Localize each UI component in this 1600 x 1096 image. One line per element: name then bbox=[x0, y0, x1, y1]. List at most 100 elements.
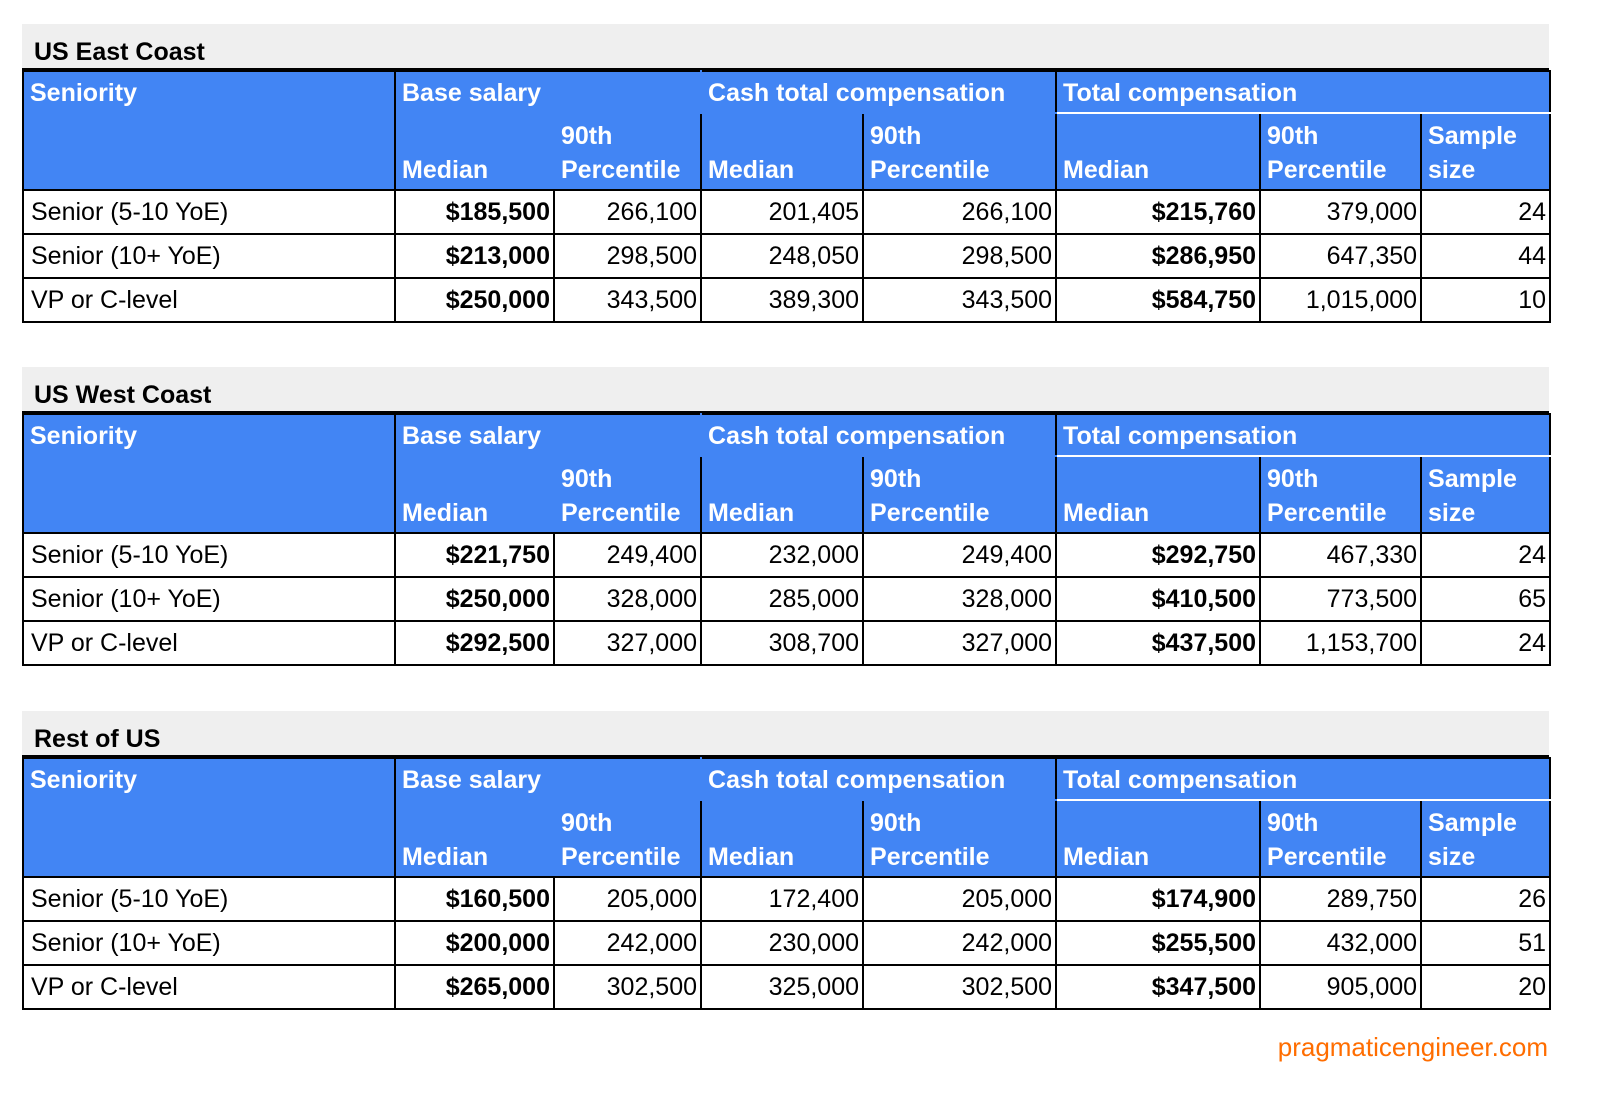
header-label-line2: Percentile bbox=[1267, 499, 1387, 527]
table-header: Seniority Base salary Cash total compensat… bbox=[22, 70, 1552, 191]
header-cash-p90: 90th Percentile bbox=[862, 112, 1058, 191]
table-row: Senior (5-10 YoE) $160,500 205,000 172,400 2… bbox=[22, 876, 1552, 922]
region-title: US West Coast bbox=[22, 367, 1549, 413]
cell-tc-p90: 1,153,700 bbox=[1259, 620, 1423, 666]
table-row: VP or C-level $292,500 327,000 308,700 327,0… bbox=[22, 620, 1552, 666]
cell-seniority: VP or C-level bbox=[22, 620, 396, 666]
header-cash-total-compensation: Cash total compensation bbox=[700, 70, 1058, 114]
cell-cash-p90: 205,000 bbox=[862, 876, 1058, 922]
header-label-line1: 90th bbox=[561, 465, 613, 493]
header-label: Median bbox=[1063, 499, 1150, 527]
cell-tc-p90: 1,015,000 bbox=[1259, 277, 1423, 323]
table-body: Senior (5-10 YoE) $221,750 249,400 232,000 2… bbox=[22, 532, 1552, 666]
header-label-line2: Percentile bbox=[870, 499, 990, 527]
table-header: Seniority Base salary Cash total compensat… bbox=[22, 757, 1552, 878]
header-tc-p90: 90th Percentile bbox=[1259, 455, 1423, 534]
header-sample-size: Sample size bbox=[1420, 112, 1552, 191]
header-label: Median bbox=[402, 156, 489, 184]
header-row-columns: Median 90th Percentile Median 90th Percentile… bbox=[23, 112, 1552, 191]
cell-base-p90: 249,400 bbox=[552, 532, 703, 578]
region-section: Rest of US Seniority Base salary Cash total… bbox=[22, 711, 1552, 1010]
table-row: VP or C-level $265,000 302,500 325,000 302,5… bbox=[22, 964, 1552, 1010]
cell-sample-size: 10 bbox=[1420, 277, 1552, 323]
cell-tc-median: $174,900 bbox=[1055, 876, 1262, 922]
header-total-compensation: Total compensation bbox=[1055, 70, 1552, 114]
cell-base-p90: 328,000 bbox=[552, 576, 703, 622]
cell-tc-median: $286,950 bbox=[1055, 233, 1262, 279]
cell-seniority: Senior (10+ YoE) bbox=[22, 576, 396, 622]
header-label-line1: 90th bbox=[870, 465, 922, 493]
cell-base-p90: 298,500 bbox=[552, 233, 703, 279]
cell-tc-median: $215,760 bbox=[1055, 189, 1262, 235]
header-tc-p90: 90th Percentile bbox=[1259, 799, 1423, 878]
cell-base-p90: 327,000 bbox=[552, 620, 703, 666]
cell-base-median: $221,750 bbox=[394, 532, 555, 578]
cell-base-p90: 242,000 bbox=[552, 920, 703, 966]
cell-sample-size: 26 bbox=[1420, 876, 1552, 922]
header-label: Median bbox=[1063, 156, 1150, 184]
header-label-line2: size bbox=[1428, 499, 1476, 527]
header-base-salary: Base salary bbox=[393, 70, 703, 114]
header-base-p90: 90th Percentile bbox=[552, 455, 703, 534]
cell-tc-median: $584,750 bbox=[1055, 277, 1262, 323]
cell-tc-median: $437,500 bbox=[1055, 620, 1262, 666]
cell-cash-median: 285,000 bbox=[700, 576, 865, 622]
cell-base-median: $185,500 bbox=[394, 189, 555, 235]
cell-base-p90: 205,000 bbox=[552, 876, 703, 922]
header-base-median: Median bbox=[394, 455, 555, 534]
cell-base-p90: 266,100 bbox=[552, 189, 703, 235]
header-base-salary: Base salary bbox=[393, 413, 703, 457]
cell-cash-p90: 328,000 bbox=[862, 576, 1058, 622]
region-section: US East Coast Seniority Base salary Cash to… bbox=[22, 24, 1552, 323]
watermark: pragmaticengineer.com bbox=[1277, 1032, 1548, 1062]
cell-tc-p90: 432,000 bbox=[1259, 920, 1423, 966]
cell-seniority: Senior (5-10 YoE) bbox=[22, 189, 396, 235]
header-label-line1: Sample bbox=[1428, 465, 1517, 493]
cell-sample-size: 65 bbox=[1420, 576, 1552, 622]
header-label-line1: 90th bbox=[870, 809, 922, 837]
header-label-line1: 90th bbox=[561, 809, 613, 837]
header-label: Median bbox=[708, 843, 795, 871]
compensation-table: Seniority Base salary Cash total compensat… bbox=[22, 757, 1552, 1010]
cell-cash-p90: 242,000 bbox=[862, 920, 1058, 966]
cell-cash-median: 201,405 bbox=[700, 189, 865, 235]
table-row: VP or C-level $250,000 343,500 389,300 343,5… bbox=[22, 277, 1552, 323]
header-row-columns: Median 90th Percentile Median 90th Percentile… bbox=[23, 455, 1552, 534]
cell-base-p90: 302,500 bbox=[552, 964, 703, 1010]
header-label-line1: 90th bbox=[1267, 122, 1319, 150]
table-header: Seniority Base salary Cash total compensat… bbox=[22, 413, 1552, 534]
cell-seniority: VP or C-level bbox=[22, 277, 396, 323]
cell-base-p90: 343,500 bbox=[552, 277, 703, 323]
cell-sample-size: 44 bbox=[1420, 233, 1552, 279]
cell-cash-p90: 302,500 bbox=[862, 964, 1058, 1010]
cell-tc-median: $347,500 bbox=[1055, 964, 1262, 1010]
cell-tc-p90: 289,750 bbox=[1259, 876, 1423, 922]
header-label-line1: 90th bbox=[561, 122, 613, 150]
table-body: Senior (5-10 YoE) $160,500 205,000 172,400 2… bbox=[22, 876, 1552, 1010]
cell-base-median: $160,500 bbox=[394, 876, 555, 922]
cell-base-median: $250,000 bbox=[394, 576, 555, 622]
table-row: Senior (10+ YoE) $200,000 242,000 230,000 24… bbox=[22, 920, 1552, 966]
header-tc-median: Median bbox=[1055, 799, 1262, 878]
header-label-line2: size bbox=[1428, 843, 1476, 871]
header-label-line2: size bbox=[1428, 156, 1476, 184]
header-cash-total-compensation: Cash total compensation bbox=[700, 413, 1058, 457]
cell-cash-median: 308,700 bbox=[700, 620, 865, 666]
region-title: Rest of US bbox=[22, 711, 1549, 757]
header-label: Median bbox=[708, 156, 795, 184]
header-label: Median bbox=[402, 843, 489, 871]
header-label-line1: 90th bbox=[870, 122, 922, 150]
cell-base-median: $200,000 bbox=[394, 920, 555, 966]
header-label-line2: Percentile bbox=[561, 843, 681, 871]
cell-cash-p90: 298,500 bbox=[862, 233, 1058, 279]
cell-sample-size: 24 bbox=[1420, 620, 1552, 666]
header-seniority: Seniority bbox=[22, 413, 396, 534]
header-label-line2: Percentile bbox=[561, 156, 681, 184]
cell-sample-size: 24 bbox=[1420, 532, 1552, 578]
header-tc-median: Median bbox=[1055, 112, 1262, 191]
header-base-salary: Base salary bbox=[393, 757, 703, 801]
header-label-line2: Percentile bbox=[561, 499, 681, 527]
header-label: Median bbox=[402, 499, 489, 527]
table-body: Senior (5-10 YoE) $185,500 266,100 201,405 2… bbox=[22, 189, 1552, 323]
header-label-line1: Sample bbox=[1428, 122, 1517, 150]
